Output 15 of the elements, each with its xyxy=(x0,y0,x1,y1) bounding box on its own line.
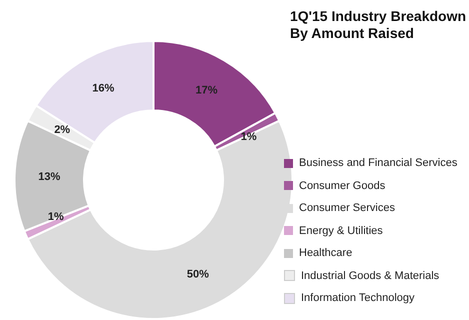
data-label: 16% xyxy=(92,82,114,95)
data-label: 1% xyxy=(48,210,64,223)
data-label: 50% xyxy=(186,268,210,280)
legend-label: Healthcare xyxy=(299,247,352,260)
legend-label: Consumer Services xyxy=(299,202,395,214)
legend-label: Industrial Goods & Materials xyxy=(301,270,440,282)
legend-label: Consumer Goods xyxy=(299,180,386,192)
data-label: 17% xyxy=(196,84,218,96)
legend-label: Energy & Utilities xyxy=(299,224,383,237)
data-label: 2% xyxy=(54,124,70,136)
legend-label: Information Technology xyxy=(301,292,415,304)
chart-title: 1Q'15 Industry Breakdown By Amount Raised xyxy=(290,8,466,42)
legend-label: Business and Financial Services xyxy=(299,157,458,170)
data-label: 13% xyxy=(38,170,61,183)
data-label: 1% xyxy=(240,131,257,144)
